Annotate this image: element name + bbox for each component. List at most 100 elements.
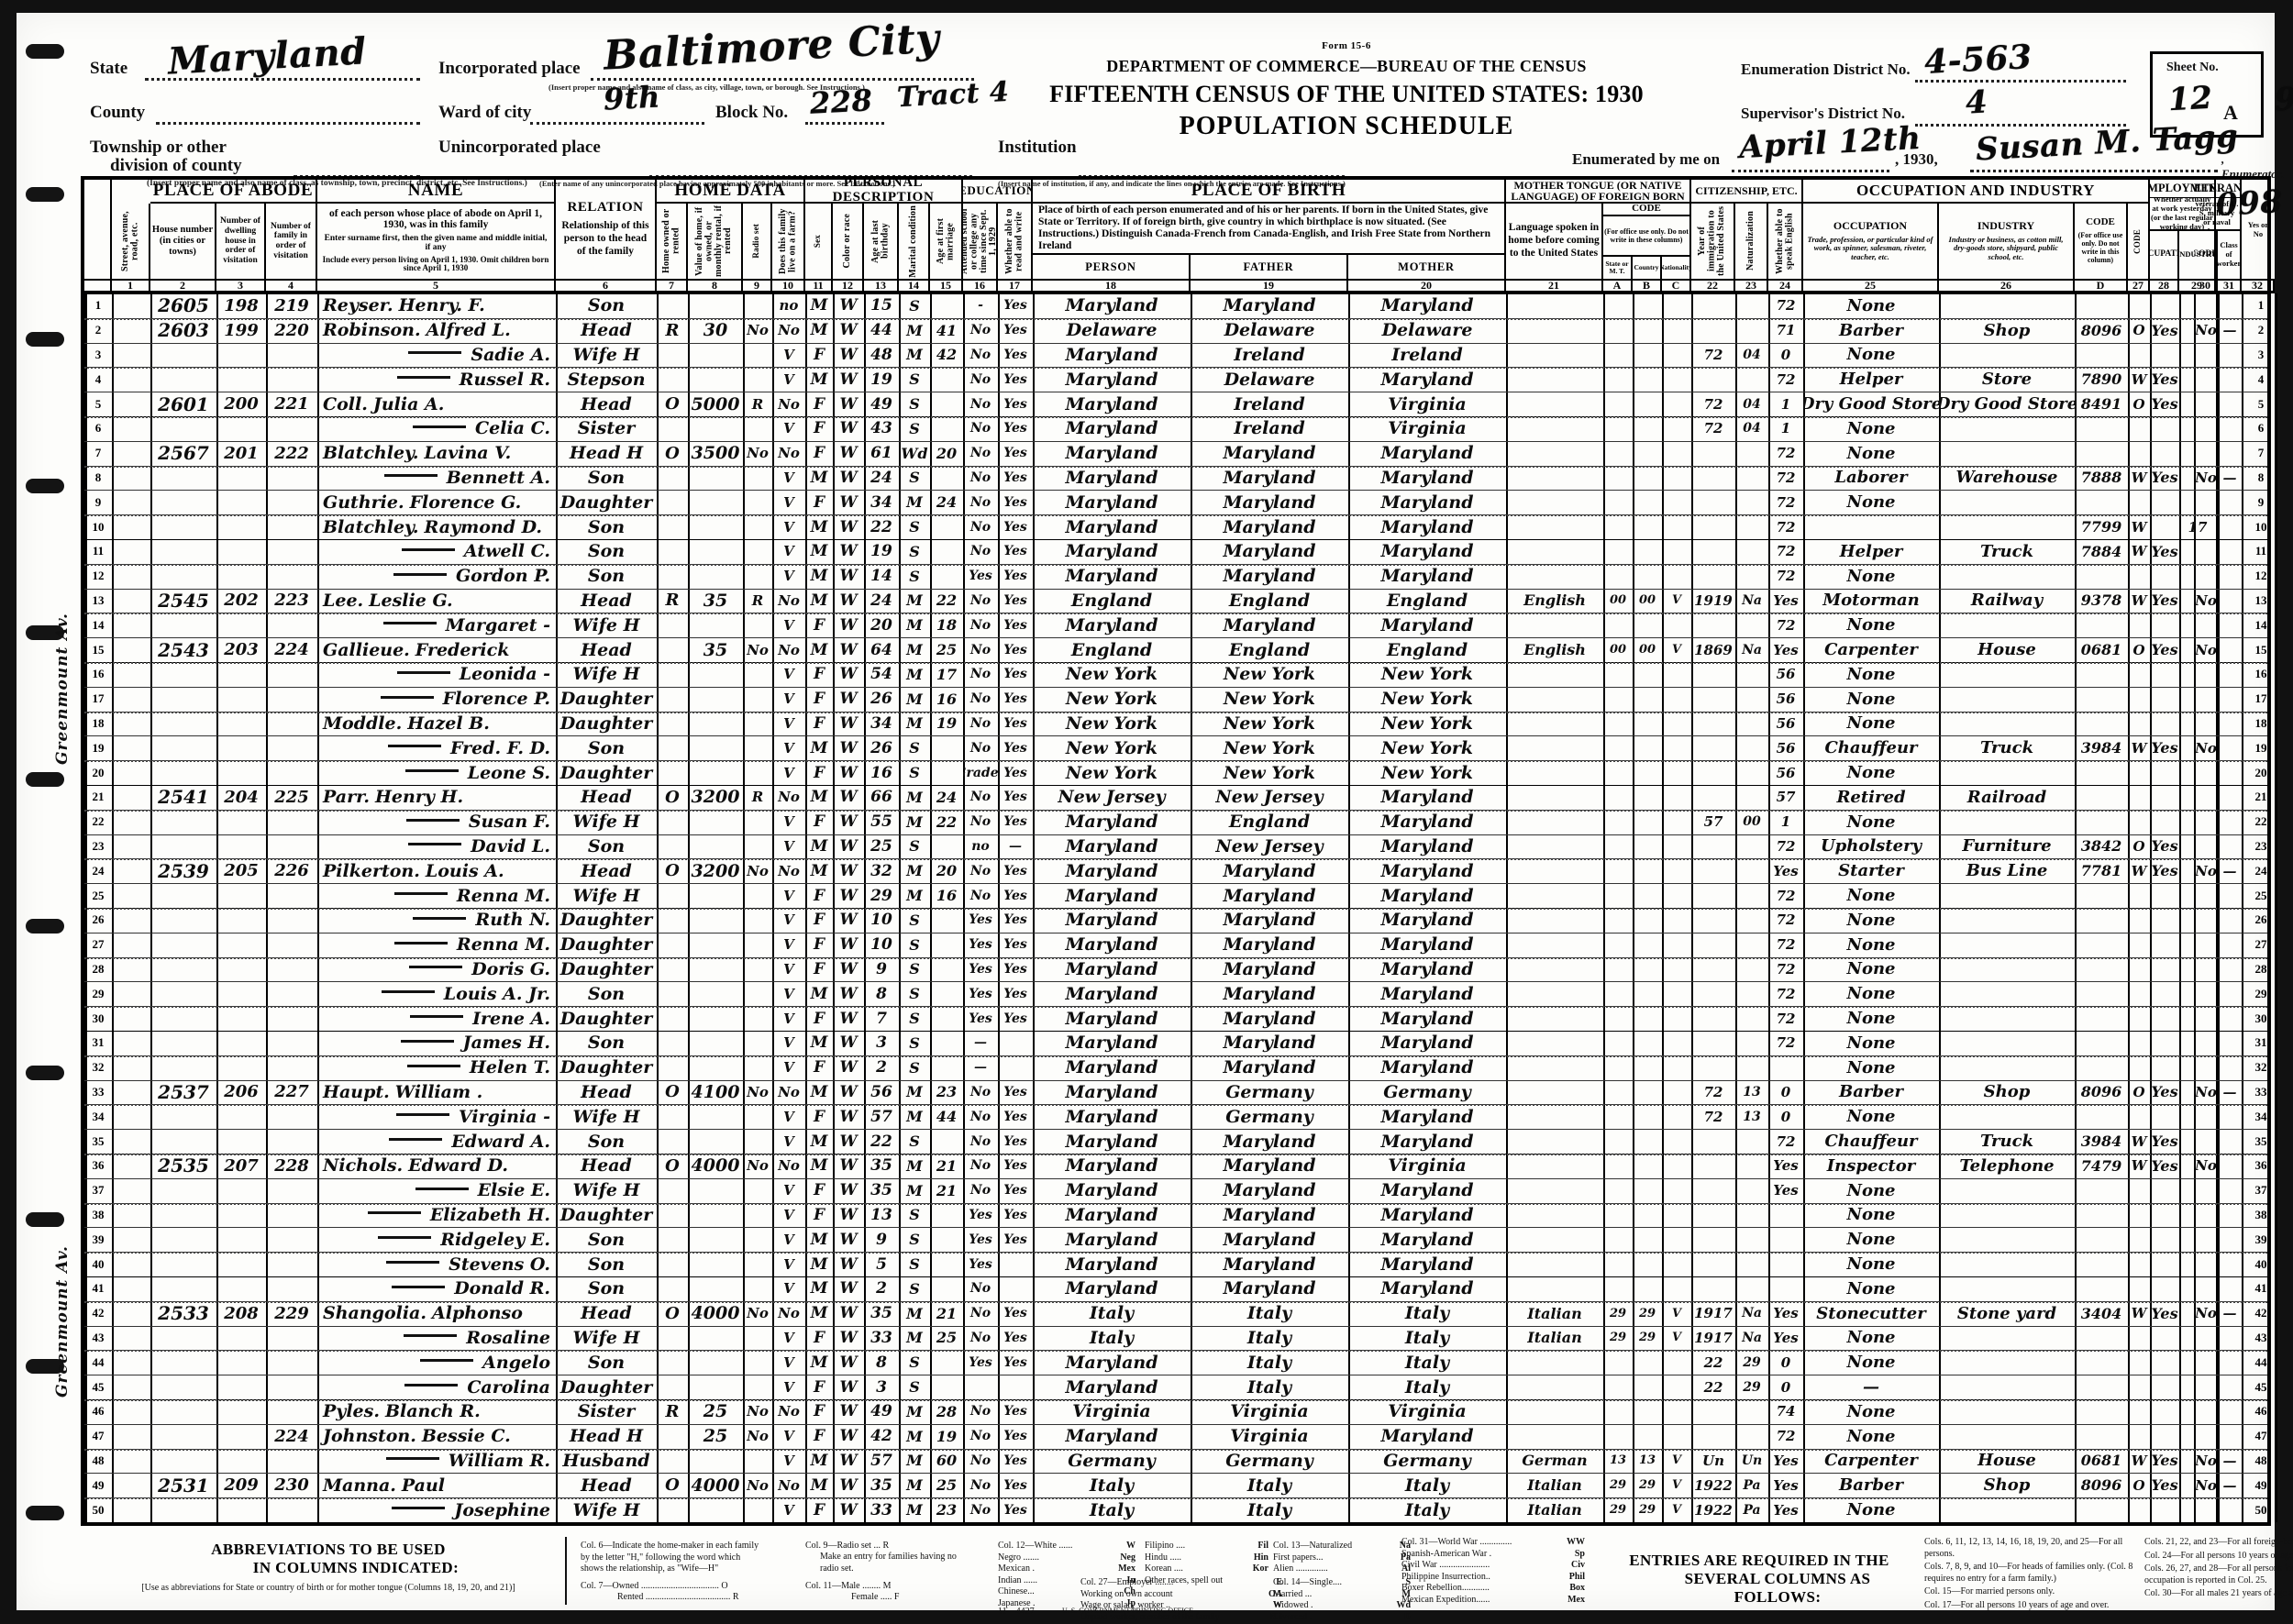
- cell-vet: No: [2195, 641, 2217, 658]
- cell-rel: Wife H: [572, 344, 640, 365]
- cell-own: [657, 490, 688, 514]
- cell-fam: [266, 908, 317, 933]
- cell-cls: [2128, 1424, 2150, 1449]
- cell-cls: [2128, 1375, 2150, 1399]
- grid-hline: [84, 1177, 2267, 1179]
- cell-pob: Maryland: [1065, 910, 1158, 931]
- cell-age: 19: [870, 542, 892, 561]
- grid-dashline: [84, 956, 2267, 959]
- name-cell: Renna M.: [317, 883, 556, 908]
- cell-race: W: [839, 640, 858, 659]
- cell-occ: Motorman: [1822, 591, 1920, 611]
- cell-pobm: Maryland: [1380, 1106, 1474, 1127]
- cell-race: W: [839, 861, 858, 880]
- cell-nat: [1735, 1399, 1768, 1424]
- column-header: OCCUPATION: [2150, 231, 2179, 281]
- row-number: 26: [92, 912, 105, 927]
- cell-radio: [743, 490, 772, 514]
- grid-hline: [84, 1276, 2267, 1277]
- name-cell: Pilkerton. Louis A.: [317, 858, 556, 883]
- cell-value: [688, 293, 743, 318]
- cell-emp: [2150, 810, 2179, 834]
- cell-vetwar: [2218, 1203, 2242, 1228]
- cell-vetwar: [2218, 1326, 2242, 1351]
- cell-cC: [1662, 416, 1691, 441]
- cell-mar: S: [909, 764, 920, 782]
- surname: Lee.: [323, 590, 364, 611]
- cell-cB: [1633, 933, 1662, 957]
- column-header: Age at last birthday: [864, 204, 899, 281]
- cell-dwell: [216, 712, 266, 736]
- name-cell: Guthrie. Florence G.: [317, 490, 556, 514]
- cell-dwell: [216, 1375, 266, 1399]
- cell-eng: 72: [1776, 568, 1796, 585]
- cell-pob: Maryland: [1065, 1057, 1158, 1078]
- cell-rel: Head: [581, 393, 632, 414]
- cell-cA: [1603, 662, 1633, 687]
- cell-occ: None: [1846, 615, 1896, 635]
- row-number: 44: [92, 1354, 105, 1369]
- cell-cls: W: [2131, 1132, 2147, 1150]
- footer-abbrev-value: Civ: [1571, 1560, 1585, 1570]
- cell-race: W: [839, 1009, 858, 1028]
- cell-eng: Yes: [1773, 641, 1799, 658]
- cell-sex: F: [813, 1427, 825, 1446]
- cell-ind: Stone yard: [1956, 1303, 2057, 1323]
- cell-radio: [743, 957, 772, 982]
- cell-imm: [1691, 662, 1735, 687]
- cell-eng: 72: [1776, 837, 1796, 855]
- cell-cls: [2128, 1203, 2150, 1228]
- cell-house: [150, 712, 216, 736]
- cell-value: [688, 908, 743, 933]
- cell-occ: None: [1846, 492, 1896, 513]
- row-number: 32: [2254, 1060, 2267, 1075]
- column-header: INDUSTRY Industry or business, as cotton …: [1939, 204, 2075, 281]
- cell-cA: 13: [1609, 1453, 1627, 1468]
- cell-race: W: [839, 1451, 858, 1470]
- cell-own: [657, 466, 688, 491]
- cell-cA: [1603, 687, 1633, 712]
- cell-sch: [963, 1375, 998, 1399]
- cell-dwell: [216, 1129, 266, 1154]
- cell-pob: Maryland: [1065, 1106, 1158, 1127]
- cell-street: [112, 1473, 150, 1497]
- cell-lang: [1506, 858, 1603, 883]
- cell-code: [2075, 293, 2128, 318]
- cell-fam: [266, 735, 317, 760]
- cell-race: W: [839, 1230, 858, 1249]
- cell-own: [657, 1276, 688, 1301]
- name-cell: Robinson. Alfred L.: [317, 318, 556, 343]
- column-header: Nationality: [1662, 257, 1691, 281]
- cell-cB: [1633, 1006, 1662, 1031]
- cell-vetwar: [2218, 1031, 2242, 1055]
- cell-sch: No: [969, 1306, 991, 1321]
- cell-mar: S: [909, 935, 920, 954]
- cell-dwell: [216, 760, 266, 785]
- cell-rel: Son: [587, 1254, 626, 1275]
- cell-cls: W: [2131, 1452, 2147, 1469]
- cell-mar: M: [906, 665, 923, 683]
- cell-dwell: [216, 514, 266, 539]
- footer-abbrev-row: Widowed . Wd: [1273, 1600, 1411, 1612]
- cell-nat: Un: [1741, 1453, 1763, 1468]
- ditto-dash: [388, 745, 441, 748]
- cell-radio: [743, 1227, 772, 1252]
- cell-lang: [1506, 712, 1603, 736]
- cell-occ: None: [1846, 910, 1896, 930]
- cell-farm: V: [783, 739, 794, 757]
- row-number: 29: [2254, 986, 2267, 1000]
- footer-requirement: Col. 30—For all males 21 years of age an…: [2144, 1588, 2293, 1598]
- cell-dwell: 204: [224, 787, 259, 807]
- row-number: 34: [2254, 1109, 2267, 1123]
- cell-rel: Head: [581, 1303, 632, 1324]
- footer-requirement: Col. 17—For all persons 10 years of age …: [1924, 1599, 2110, 1610]
- cell-rnR: [2242, 933, 2275, 957]
- footer-col11b: Female ..... F: [851, 1592, 900, 1602]
- cell-race: W: [839, 959, 858, 978]
- cell-dwell: [216, 1227, 266, 1252]
- cell-sex: M: [810, 984, 828, 1003]
- cell-dwell: 202: [224, 591, 259, 611]
- cell-age: 49: [870, 1402, 892, 1421]
- cell-occ: Barber: [1839, 1082, 1903, 1102]
- cell-own: [657, 981, 688, 1006]
